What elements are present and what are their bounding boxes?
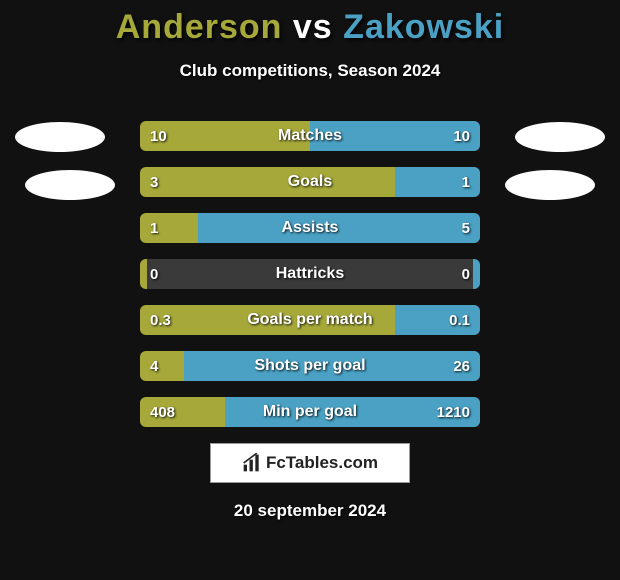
stat-label: Goals per match — [140, 305, 480, 335]
stat-label: Shots per goal — [140, 351, 480, 381]
stat-label: Min per goal — [140, 397, 480, 427]
subtitle: Club competitions, Season 2024 — [0, 61, 620, 81]
player1-name: Anderson — [116, 8, 283, 46]
stat-label: Hattricks — [140, 259, 480, 289]
stat-row: 426Shots per goal — [140, 351, 480, 381]
logo-text: FcTables.com — [266, 453, 378, 473]
stat-label: Goals — [140, 167, 480, 197]
player1-avatar-shape-top — [15, 122, 105, 152]
stat-row: 15Assists — [140, 213, 480, 243]
stat-row: 31Goals — [140, 167, 480, 197]
comparison-title: Anderson vs Zakowski — [0, 0, 620, 47]
stat-label: Assists — [140, 213, 480, 243]
chart-icon — [242, 453, 262, 473]
player2-avatar-shape-bottom — [505, 170, 595, 200]
player2-avatar-shape-top — [515, 122, 605, 152]
vs-word: vs — [293, 8, 333, 46]
player2-name: Zakowski — [343, 8, 504, 46]
stat-row: 4081210Min per goal — [140, 397, 480, 427]
stat-label: Matches — [140, 121, 480, 151]
fctables-logo[interactable]: FcTables.com — [210, 443, 410, 483]
date-line: 20 september 2024 — [0, 501, 620, 521]
stat-row: 00Hattricks — [140, 259, 480, 289]
player1-avatar-shape-bottom — [25, 170, 115, 200]
stat-row: 1010Matches — [140, 121, 480, 151]
stats-bars: 1010Matches 31Goals 15Assists 00Hattricks 0.… — [140, 121, 480, 427]
stat-row: 0.30.1Goals per match — [140, 305, 480, 335]
